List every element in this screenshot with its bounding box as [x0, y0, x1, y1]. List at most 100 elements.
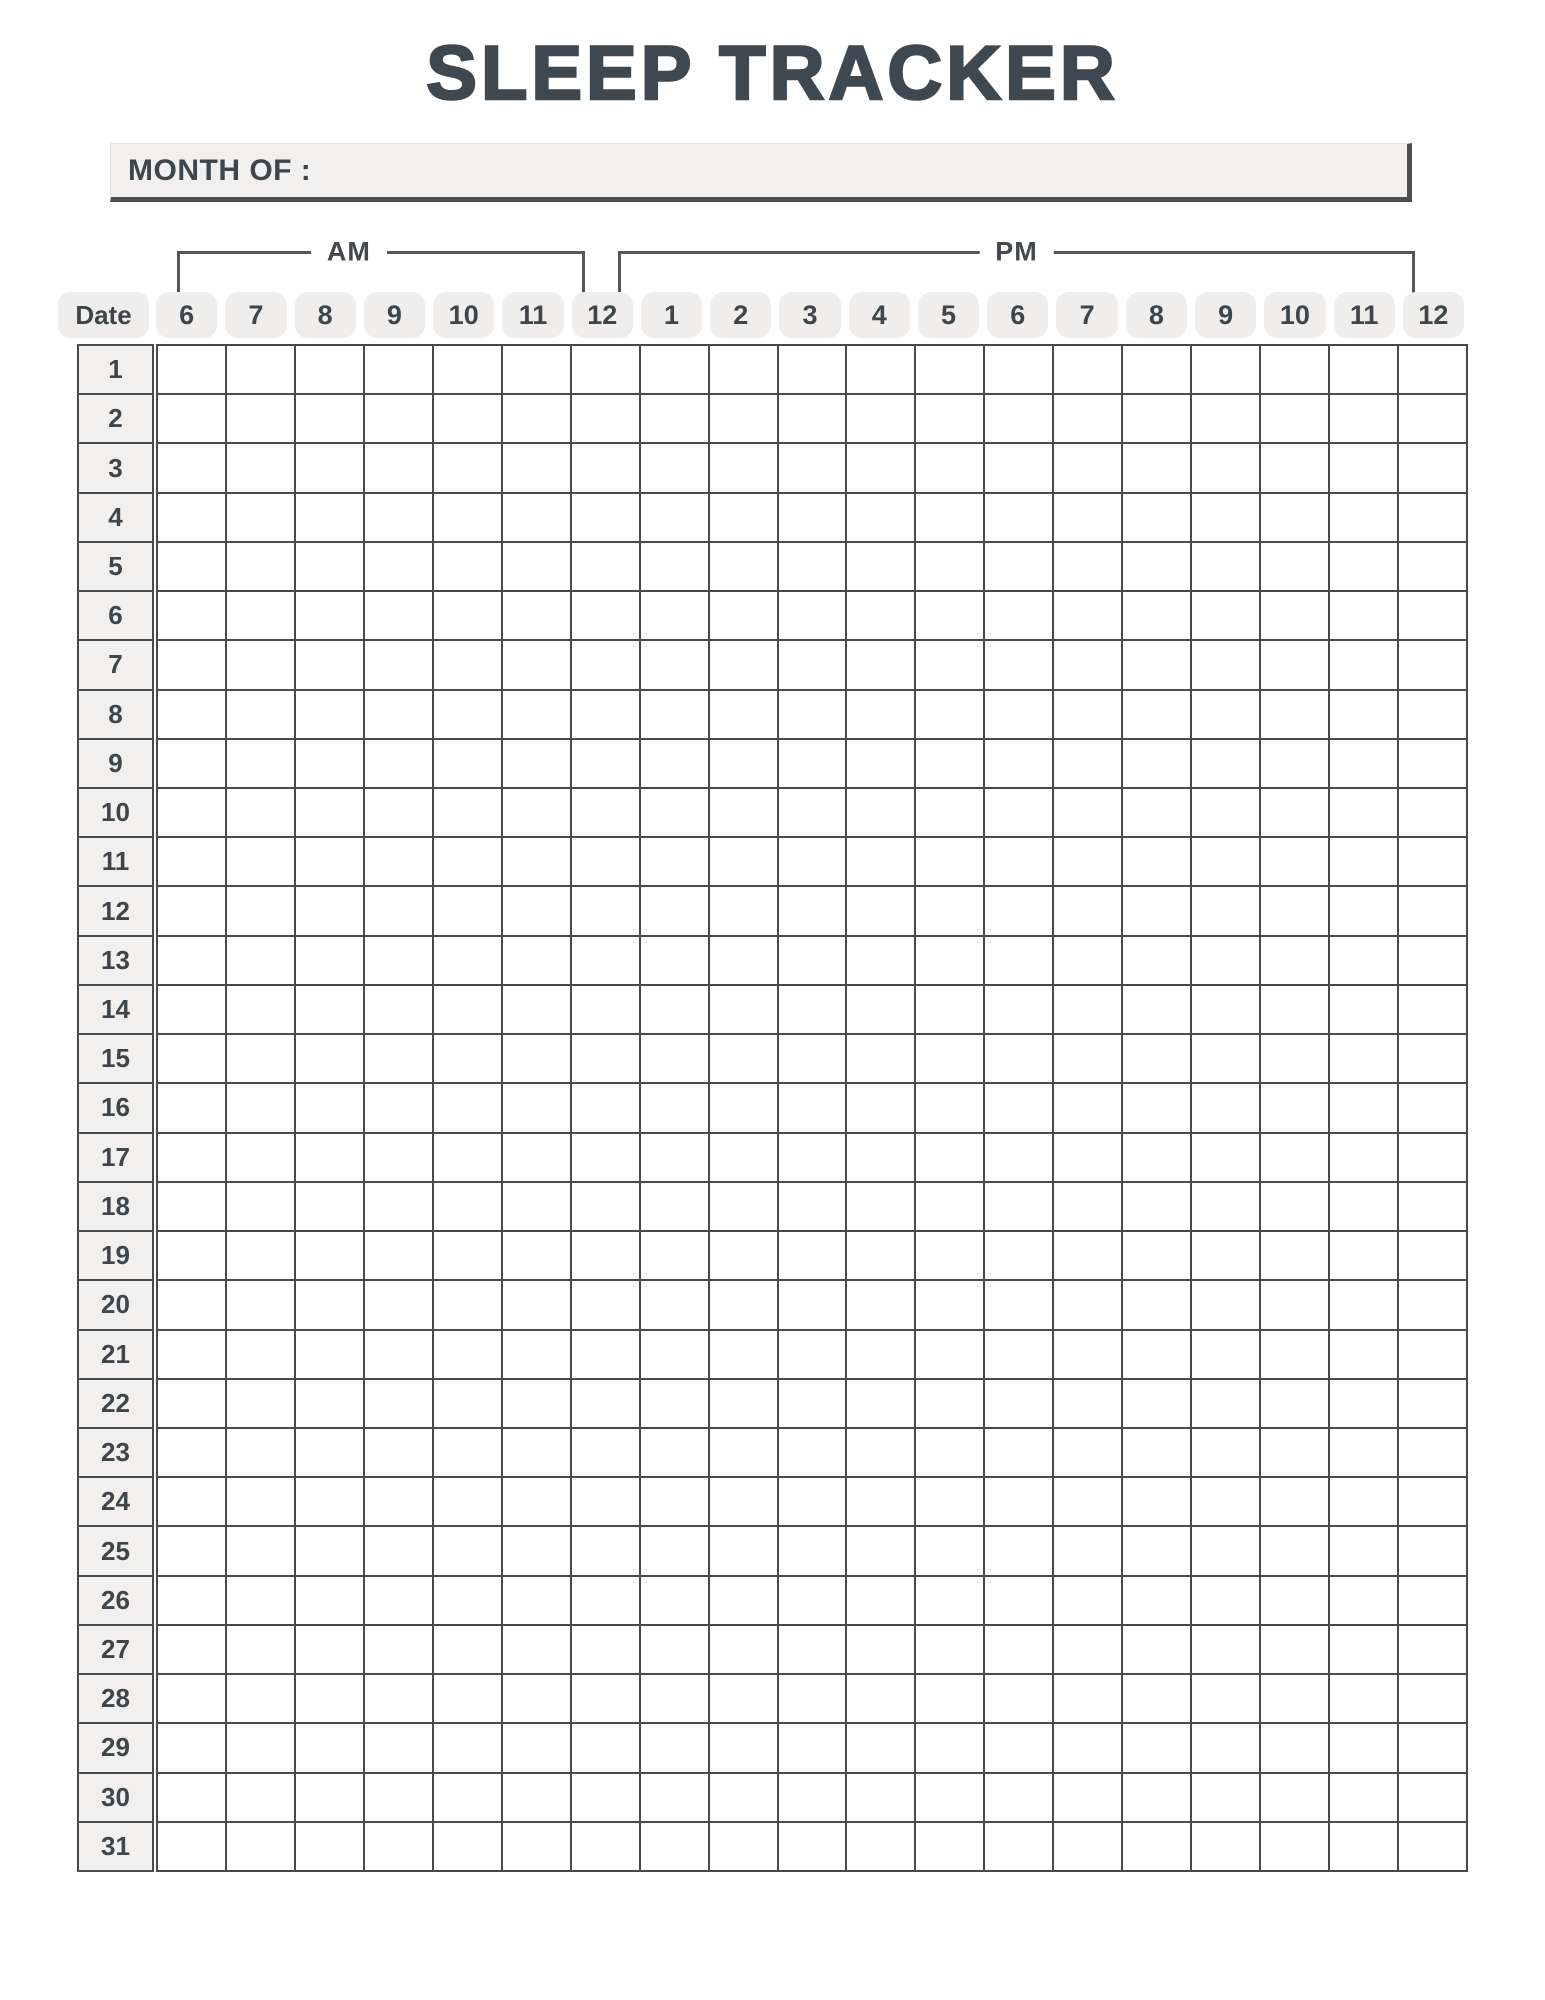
sleep-hour-cell[interactable]: [433, 1527, 501, 1575]
sleep-hour-cell[interactable]: [778, 1232, 846, 1280]
sleep-hour-cell[interactable]: [295, 1330, 363, 1378]
sleep-hour-cell[interactable]: [295, 789, 363, 837]
sleep-hour-cell[interactable]: [1261, 936, 1329, 984]
sleep-hour-cell[interactable]: [778, 395, 846, 443]
sleep-hour-cell[interactable]: [295, 542, 363, 591]
sleep-hour-cell[interactable]: [571, 1232, 639, 1280]
sleep-hour-cell[interactable]: [1330, 641, 1398, 689]
sleep-hour-cell[interactable]: [1123, 739, 1191, 788]
sleep-hour-cell[interactable]: [1192, 493, 1260, 541]
sleep-hour-cell[interactable]: [778, 1133, 846, 1181]
sleep-hour-cell[interactable]: [502, 1035, 570, 1083]
sleep-hour-cell[interactable]: [571, 1035, 639, 1083]
sleep-hour-cell[interactable]: [1399, 1822, 1466, 1870]
sleep-hour-cell[interactable]: [1123, 1527, 1191, 1575]
sleep-hour-cell[interactable]: [985, 444, 1053, 492]
sleep-hour-cell[interactable]: [502, 1379, 570, 1427]
sleep-hour-cell[interactable]: [295, 739, 363, 788]
sleep-hour-cell[interactable]: [847, 444, 915, 492]
sleep-hour-cell[interactable]: [502, 936, 570, 984]
sleep-hour-cell[interactable]: [640, 1428, 708, 1477]
sleep-hour-cell[interactable]: [571, 1379, 639, 1427]
sleep-hour-cell[interactable]: [1192, 1478, 1260, 1526]
sleep-hour-cell[interactable]: [1399, 1527, 1466, 1575]
sleep-hour-cell[interactable]: [295, 641, 363, 689]
sleep-hour-cell[interactable]: [778, 739, 846, 788]
sleep-hour-cell[interactable]: [985, 1084, 1053, 1132]
sleep-hour-cell[interactable]: [1330, 1478, 1398, 1526]
sleep-hour-cell[interactable]: [1054, 1232, 1122, 1280]
sleep-hour-cell[interactable]: [571, 1330, 639, 1378]
sleep-hour-cell[interactable]: [364, 1133, 432, 1181]
sleep-hour-cell[interactable]: [1192, 1625, 1260, 1674]
sleep-hour-cell[interactable]: [1261, 1084, 1329, 1132]
sleep-hour-cell[interactable]: [364, 444, 432, 492]
sleep-hour-cell[interactable]: [1399, 838, 1466, 886]
sleep-hour-cell[interactable]: [1261, 789, 1329, 837]
sleep-hour-cell[interactable]: [1054, 1675, 1122, 1723]
sleep-hour-cell[interactable]: [571, 542, 639, 591]
sleep-hour-cell[interactable]: [847, 1478, 915, 1526]
sleep-hour-cell[interactable]: [1399, 542, 1466, 591]
sleep-hour-cell[interactable]: [433, 395, 501, 443]
sleep-hour-cell[interactable]: [1261, 1182, 1329, 1231]
sleep-hour-cell[interactable]: [1261, 542, 1329, 591]
sleep-hour-cell[interactable]: [640, 1675, 708, 1723]
sleep-hour-cell[interactable]: [295, 887, 363, 935]
sleep-hour-cell[interactable]: [364, 1675, 432, 1723]
sleep-hour-cell[interactable]: [985, 838, 1053, 886]
sleep-hour-cell[interactable]: [847, 592, 915, 640]
sleep-hour-cell[interactable]: [1054, 1822, 1122, 1870]
sleep-hour-cell[interactable]: [502, 346, 570, 394]
sleep-hour-cell[interactable]: [295, 936, 363, 984]
sleep-hour-cell[interactable]: [433, 346, 501, 394]
sleep-hour-cell[interactable]: [847, 1379, 915, 1427]
sleep-hour-cell[interactable]: [916, 592, 984, 640]
sleep-hour-cell[interactable]: [1192, 1527, 1260, 1575]
sleep-hour-cell[interactable]: [640, 542, 708, 591]
sleep-hour-cell[interactable]: [295, 690, 363, 738]
sleep-hour-cell[interactable]: [502, 789, 570, 837]
sleep-hour-cell[interactable]: [1399, 1773, 1466, 1821]
sleep-hour-cell[interactable]: [364, 1084, 432, 1132]
sleep-hour-cell[interactable]: [916, 395, 984, 443]
sleep-hour-cell[interactable]: [916, 641, 984, 689]
sleep-hour-cell[interactable]: [433, 1428, 501, 1477]
sleep-hour-cell[interactable]: [916, 1330, 984, 1378]
sleep-hour-cell[interactable]: [778, 1675, 846, 1723]
sleep-hour-cell[interactable]: [1054, 1281, 1122, 1329]
sleep-hour-cell[interactable]: [1192, 444, 1260, 492]
sleep-hour-cell[interactable]: [1192, 1182, 1260, 1231]
sleep-hour-cell[interactable]: [1123, 444, 1191, 492]
sleep-hour-cell[interactable]: [571, 887, 639, 935]
sleep-hour-cell[interactable]: [571, 1576, 639, 1624]
sleep-hour-cell[interactable]: [1123, 1379, 1191, 1427]
sleep-hour-cell[interactable]: [1054, 346, 1122, 394]
sleep-hour-cell[interactable]: [1399, 789, 1466, 837]
sleep-hour-cell[interactable]: [916, 1281, 984, 1329]
sleep-hour-cell[interactable]: [1261, 1773, 1329, 1821]
sleep-hour-cell[interactable]: [364, 1822, 432, 1870]
sleep-hour-cell[interactable]: [640, 1084, 708, 1132]
sleep-hour-cell[interactable]: [709, 1035, 777, 1083]
sleep-hour-cell[interactable]: [847, 1773, 915, 1821]
sleep-hour-cell[interactable]: [640, 887, 708, 935]
sleep-hour-cell[interactable]: [640, 1822, 708, 1870]
sleep-hour-cell[interactable]: [847, 542, 915, 591]
sleep-hour-cell[interactable]: [226, 1182, 294, 1231]
sleep-hour-cell[interactable]: [1123, 1822, 1191, 1870]
sleep-hour-cell[interactable]: [778, 985, 846, 1034]
sleep-hour-cell[interactable]: [1054, 838, 1122, 886]
sleep-hour-cell[interactable]: [847, 1428, 915, 1477]
sleep-hour-cell[interactable]: [158, 936, 225, 984]
sleep-hour-cell[interactable]: [985, 1527, 1053, 1575]
sleep-hour-cell[interactable]: [571, 1281, 639, 1329]
sleep-hour-cell[interactable]: [1399, 1428, 1466, 1477]
sleep-hour-cell[interactable]: [709, 1625, 777, 1674]
sleep-hour-cell[interactable]: [226, 739, 294, 788]
sleep-hour-cell[interactable]: [1192, 1428, 1260, 1477]
sleep-hour-cell[interactable]: [226, 493, 294, 541]
sleep-hour-cell[interactable]: [1054, 641, 1122, 689]
sleep-hour-cell[interactable]: [778, 1428, 846, 1477]
sleep-hour-cell[interactable]: [778, 1379, 846, 1427]
